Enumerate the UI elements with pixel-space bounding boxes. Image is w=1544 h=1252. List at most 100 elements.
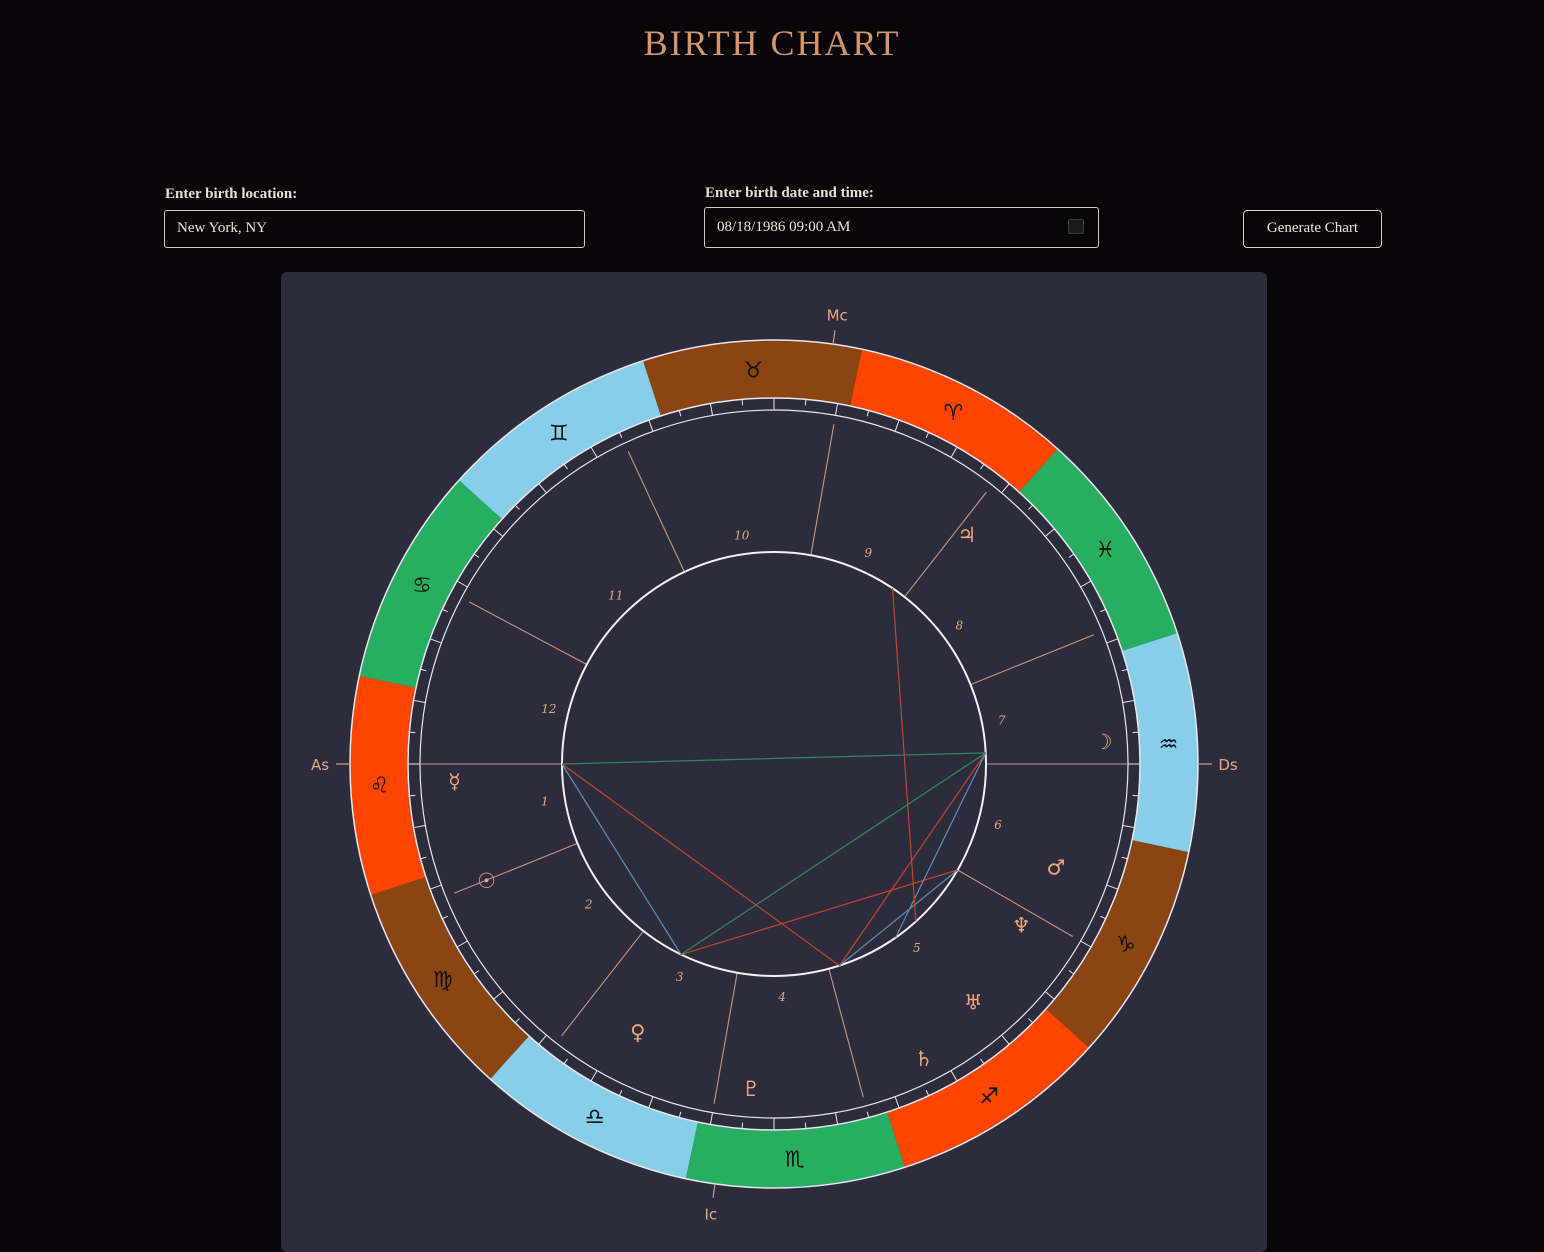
degree-tick (709, 403, 714, 416)
degree-tick (1122, 699, 1135, 704)
house-cusp-9 (904, 491, 987, 598)
axis-label-dsc: Ds (1218, 756, 1238, 774)
degree-tick (894, 419, 900, 432)
axis-label-asc: As (311, 756, 329, 774)
sign-sector-leo (350, 675, 426, 896)
calendar-icon[interactable] (1068, 219, 1084, 234)
generate-chart-button[interactable]: Generate Chart (1243, 210, 1382, 248)
degree-tick (514, 504, 520, 510)
sign-glyph-taurus: ♉ (743, 359, 763, 384)
degree-tick (648, 419, 654, 432)
aspect-line (561, 763, 840, 967)
sign-sector-virgo (370, 877, 530, 1080)
degree-tick (493, 528, 504, 537)
datetime-label: Enter birth date and time: (705, 185, 874, 201)
sign-glyph-gemini: ♊ (549, 422, 569, 447)
house-number-7: 7 (998, 714, 1006, 728)
degree-tick (1001, 1034, 1010, 1045)
page-title: BIRTH CHART (643, 23, 901, 63)
degree-tick (709, 1112, 714, 1125)
inner-circle (561, 551, 987, 977)
sign-sector-pisces (1018, 448, 1178, 651)
birth-chart-wheel: ♌♍♎♏♐♑♒♓♈♉♊♋ As DsMcIc123456789101112☿☉♀♇… (311, 306, 1238, 1223)
degree-tick (1068, 970, 1075, 975)
planet-glyph-saturn: ♄ (914, 1047, 933, 1071)
house-cusps (336, 330, 1212, 1198)
chart-panel: ♌ ♍ ♎ ♏ ♐ ♑ ♒ ♓ ♈ ♉ ♊ ♋ As Ds Mc Ic 1 2 3 4 5 6 7 8 9 10 11 12 ☿ ☉ ♀ ♇… (281, 272, 1267, 1252)
degree-tick (1068, 553, 1075, 558)
house-cusp-5 (828, 968, 864, 1098)
degree-tick (590, 1070, 598, 1082)
sign-glyph-cancer: ♋ (412, 574, 432, 599)
degree-tick (925, 1090, 930, 1096)
degree-tick (1106, 638, 1119, 644)
house-number-12: 12 (541, 702, 556, 716)
sign-glyph-pisces: ♓ (1095, 538, 1115, 563)
planet-glyph-mars: ♂ (1046, 856, 1065, 880)
degree-tick (409, 794, 416, 797)
degree-tick (1028, 1018, 1034, 1024)
degree-tick (442, 915, 448, 920)
degree-tick (473, 970, 480, 975)
degree-tick (834, 1112, 839, 1125)
degree-tick (413, 699, 426, 704)
planet-glyph-uranus: ♅ (964, 990, 983, 1014)
degree-tick (429, 638, 442, 644)
degree-tick (866, 1111, 870, 1118)
sign-sector-aries (850, 349, 1058, 493)
house-cusp-10 (810, 424, 835, 556)
degree-tick (618, 432, 623, 438)
sign-glyph-scorpio: ♏ (785, 1147, 805, 1172)
degree-tick (804, 399, 807, 406)
degree-tick (456, 580, 468, 588)
aspect-line (680, 752, 987, 956)
degree-tick (980, 463, 985, 470)
axis-line-ic (712, 1183, 716, 1198)
degree-tick (980, 1058, 985, 1065)
degree-tick (456, 940, 468, 948)
house-number-1: 1 (541, 794, 549, 808)
degree-tick (950, 446, 958, 458)
aspect-line (561, 763, 682, 955)
house-number-11: 11 (608, 588, 623, 602)
degree-tick (1122, 824, 1135, 829)
house-number-6: 6 (994, 818, 1002, 832)
house-number-3: 3 (676, 970, 684, 984)
axis-label-mc: Mc (827, 306, 848, 324)
location-input[interactable]: New York, NY (164, 210, 585, 248)
degree-tick (741, 1122, 744, 1129)
house-cusp-12 (469, 601, 588, 665)
datetime-input[interactable]: 08/18/1986 09:00 AM (704, 207, 1099, 248)
house-cusp-6 (957, 869, 1074, 937)
degree-tick (1044, 991, 1055, 1000)
degree-tick (1080, 940, 1092, 948)
degree-tick (1132, 794, 1139, 797)
sign-glyph-aries: ♈ (943, 401, 963, 426)
degree-tick (894, 1096, 900, 1109)
sign-glyph-aquarius: ♒ (1159, 732, 1179, 757)
house-number-4: 4 (777, 990, 786, 1004)
sign-glyph-sagittarius: ♐ (979, 1084, 999, 1109)
degree-tick (925, 432, 930, 438)
aspect-line (680, 869, 958, 956)
degree-tick (409, 731, 416, 734)
aspect-line (839, 869, 958, 967)
sign-glyph-virgo: ♍ (433, 968, 453, 993)
planet-glyph-sun: ☉ (477, 869, 496, 893)
degree-tick (1121, 856, 1128, 860)
sign-glyph-capricorn: ♑ (1116, 932, 1136, 957)
planet-glyph-moon: ☽ (1094, 730, 1113, 754)
aspect-line (839, 752, 987, 966)
degree-ring (408, 398, 1140, 1130)
degree-tick (618, 1090, 623, 1096)
planet-glyph-venus: ♀ (630, 1020, 645, 1044)
degree-tick (1028, 504, 1034, 510)
axis-label-ic: Ic (704, 1206, 717, 1224)
degree-tick (1100, 608, 1106, 613)
degree-tick (678, 410, 682, 417)
degree-tick (514, 1018, 520, 1024)
degree-tick (678, 1111, 682, 1118)
sign-sector-libra (490, 1035, 698, 1179)
sign-sector-cancer (359, 480, 503, 688)
